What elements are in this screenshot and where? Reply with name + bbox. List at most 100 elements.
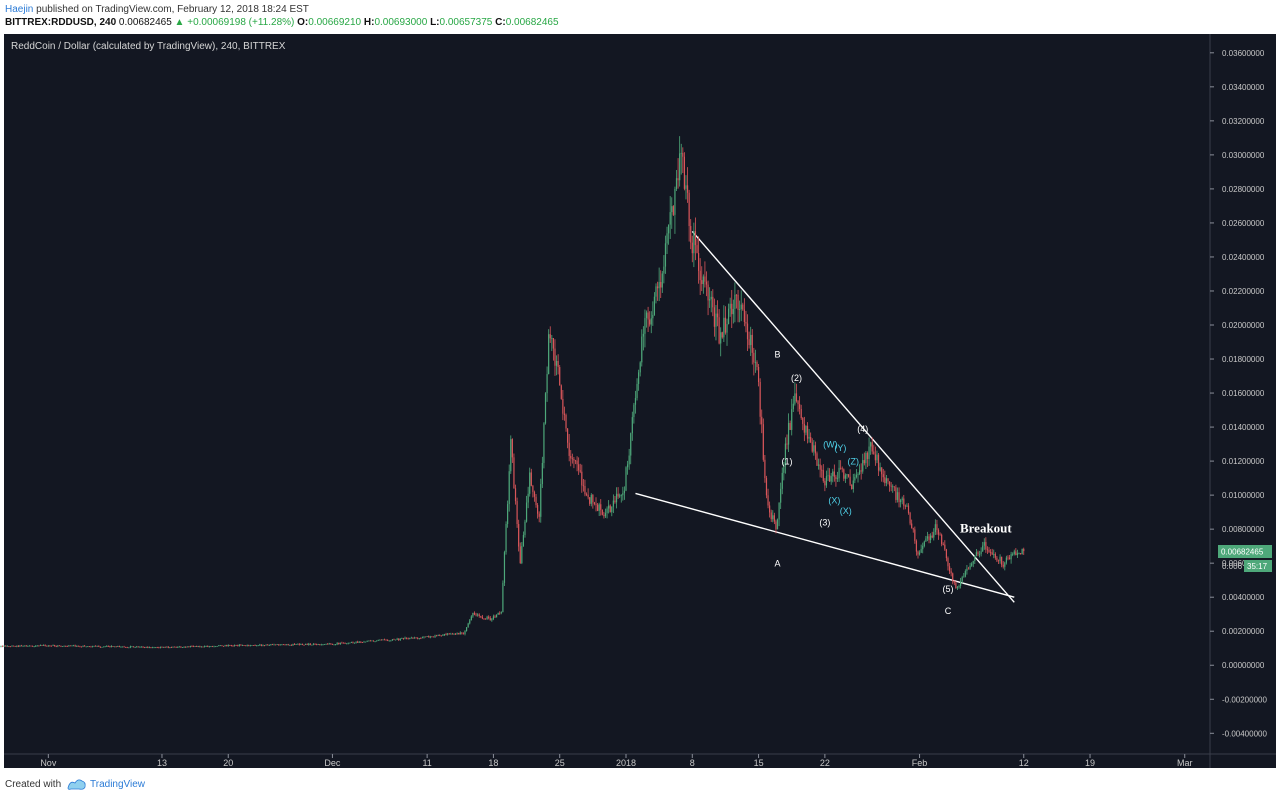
candle-body xyxy=(841,468,843,470)
candle-body xyxy=(584,486,586,495)
candle-body xyxy=(742,304,744,310)
candle-body xyxy=(412,637,414,639)
candle-body xyxy=(925,538,927,542)
candle-body xyxy=(911,523,913,529)
candle-body xyxy=(385,639,387,641)
candle-body xyxy=(508,471,510,505)
candle-body xyxy=(245,645,247,647)
time-tick-label: Nov xyxy=(40,758,57,768)
candle-body xyxy=(885,478,888,484)
candle-body xyxy=(775,521,777,530)
candle-body xyxy=(117,646,119,647)
candle-body xyxy=(611,506,613,513)
price-tick-label: 0.03200000 xyxy=(1222,117,1265,126)
candle-body xyxy=(74,645,76,647)
candle-body xyxy=(537,505,539,514)
candle-body xyxy=(554,348,556,366)
candle-body xyxy=(161,646,163,648)
candle-body xyxy=(617,493,619,497)
candle-body xyxy=(705,281,708,285)
candle-body xyxy=(256,645,258,647)
last-price-tag: 0.00682465 0.006 35:17 xyxy=(1218,545,1272,572)
candle-body xyxy=(926,536,929,539)
candle-body xyxy=(499,612,501,614)
candle-body xyxy=(645,312,648,319)
candle-body xyxy=(5,645,7,647)
price-tick-label: 0.01400000 xyxy=(1222,423,1265,432)
candle-body xyxy=(922,546,924,550)
candle-body xyxy=(702,276,704,285)
candle-body xyxy=(188,646,190,648)
candle-body xyxy=(401,638,403,639)
candle-body xyxy=(233,645,236,646)
candle-body xyxy=(810,436,812,443)
candle-body xyxy=(251,645,253,646)
candle-body xyxy=(177,646,179,648)
candle-body xyxy=(720,332,722,344)
time-tick-label: 13 xyxy=(157,758,167,768)
candle-body xyxy=(1021,548,1023,555)
candle-body xyxy=(791,409,793,430)
candle-body xyxy=(453,633,455,635)
candle-body xyxy=(928,536,930,541)
candle-body xyxy=(567,428,569,443)
candle-body xyxy=(91,646,94,648)
candle-body xyxy=(901,498,903,501)
candle-body xyxy=(55,646,57,647)
candle-body xyxy=(868,446,870,459)
candle-body xyxy=(759,382,761,417)
candle-body xyxy=(827,475,829,477)
candle-body xyxy=(439,634,441,636)
close-label: C: xyxy=(495,17,506,28)
candle-body xyxy=(675,178,678,190)
price-tick-label: 0.01200000 xyxy=(1222,457,1265,466)
candle-body xyxy=(284,644,286,646)
candle-body xyxy=(852,480,854,490)
time-tick-label: 2018 xyxy=(616,758,636,768)
candle-body xyxy=(948,566,951,572)
candle-body xyxy=(1004,562,1006,567)
candle-body xyxy=(896,492,899,500)
candle-body xyxy=(757,367,760,383)
candle-body xyxy=(533,491,536,497)
candle-body xyxy=(626,464,629,468)
candle-body xyxy=(325,643,327,645)
candle-body xyxy=(879,467,881,471)
candle-body xyxy=(644,318,646,334)
time-tick-label: 15 xyxy=(754,758,764,768)
candle-body xyxy=(846,474,848,476)
candle-body xyxy=(197,646,199,647)
author-link[interactable]: Haejin xyxy=(5,4,34,15)
candle-body xyxy=(538,513,540,517)
candle-body xyxy=(387,640,389,641)
candle-body xyxy=(660,282,662,288)
candle-body xyxy=(563,413,566,415)
candle-body xyxy=(38,645,40,647)
candle-body xyxy=(989,551,992,553)
chart-area[interactable] xyxy=(4,34,1276,768)
chart-title: ReddCoin / Dollar (calculated by Trading… xyxy=(11,41,286,52)
candle-body xyxy=(544,393,547,424)
candle-body xyxy=(470,616,472,621)
candle-body xyxy=(813,445,815,452)
candle-body xyxy=(181,647,184,648)
candle-body xyxy=(155,647,157,649)
candle-body xyxy=(808,436,810,439)
price-tick-label: 0.03600000 xyxy=(1222,49,1265,58)
candle-body xyxy=(380,639,382,641)
candle-body xyxy=(413,637,416,639)
candle-body xyxy=(589,497,591,504)
candle-body xyxy=(975,552,977,556)
wave-label: C xyxy=(945,606,952,616)
candle-body xyxy=(308,643,310,645)
candle-body xyxy=(279,644,281,646)
candle-body xyxy=(756,362,758,368)
candle-body xyxy=(571,458,573,460)
candle-body xyxy=(683,156,685,189)
candle-body xyxy=(423,636,425,638)
candle-body xyxy=(863,460,865,464)
candle-body xyxy=(353,642,356,644)
candle-body xyxy=(347,642,349,644)
tradingview-link[interactable]: TradingView xyxy=(90,779,146,790)
